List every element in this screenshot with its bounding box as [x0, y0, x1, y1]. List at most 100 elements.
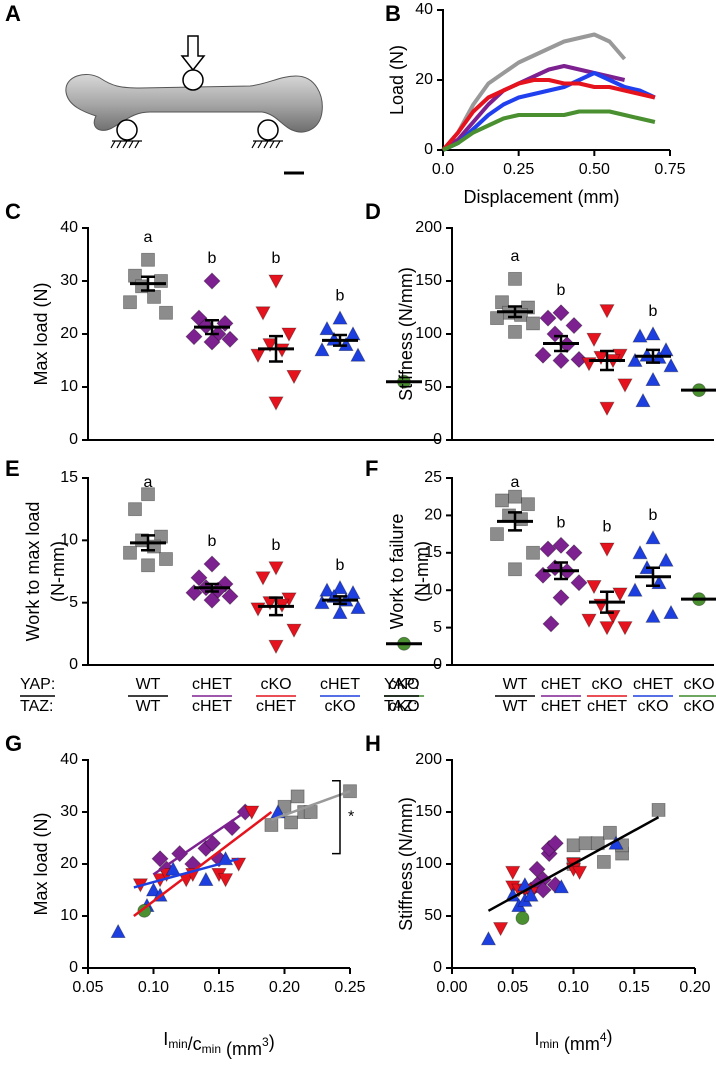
data-point	[290, 789, 305, 804]
data-point	[663, 604, 679, 620]
error-bar	[141, 534, 155, 552]
data-point	[128, 502, 142, 517]
x-axis-label-part: I	[163, 1029, 168, 1049]
error-bar	[205, 582, 219, 593]
genotype-label: cKO	[388, 676, 419, 693]
y-tick-label: 40	[415, 1, 433, 18]
genotype-label: cHET	[192, 698, 232, 715]
x-tick-label: 0.10	[558, 979, 589, 996]
significance-letter: b	[336, 557, 345, 574]
y-tick-label: 25	[424, 469, 442, 486]
genotype-label: cKO	[260, 676, 291, 693]
y-tick-label: 0	[433, 431, 442, 448]
data-point	[250, 348, 266, 364]
y-axis-label: Max load (N)	[31, 282, 51, 385]
y-tick-label: 0	[69, 959, 78, 976]
x-tick-label: 0.50	[579, 161, 610, 178]
y-tick-label: 50	[424, 907, 442, 924]
data-point	[338, 336, 354, 352]
data-point	[230, 857, 247, 872]
y-tick-label: 0	[424, 141, 433, 158]
x-axis-label-part: )	[269, 1032, 275, 1052]
genotype-label: cKO	[683, 698, 714, 715]
data-point	[645, 529, 661, 545]
data-point	[645, 326, 661, 341]
genotype-label: cHET	[192, 676, 232, 693]
data-point	[596, 855, 611, 869]
data-point	[141, 558, 155, 573]
data-point	[521, 497, 535, 512]
x-tick-label: 0.10	[138, 979, 169, 996]
x-axis-label: Displacement (mm)	[463, 187, 619, 207]
data-point	[617, 378, 633, 393]
data-point	[586, 332, 602, 348]
data-point	[570, 350, 588, 369]
data-point	[632, 544, 648, 560]
significance-letter: b	[336, 287, 345, 304]
data-point	[505, 865, 521, 881]
data-point	[492, 922, 509, 937]
error-bar	[269, 596, 283, 617]
data-point	[546, 325, 564, 343]
x-tick-label: 0.05	[72, 979, 103, 996]
data-point	[284, 815, 298, 830]
data-point	[332, 310, 348, 325]
significance-letter: b	[208, 250, 217, 267]
data-point	[154, 274, 168, 288]
x-tick-label: 0.05	[497, 979, 528, 996]
load-roller	[182, 69, 204, 91]
regression-line	[152, 810, 246, 876]
error-bar	[554, 561, 568, 581]
data-point	[171, 845, 189, 863]
data-point	[571, 865, 588, 881]
data-point	[221, 587, 239, 605]
genotype-label: WT	[503, 676, 528, 693]
data-point	[314, 342, 330, 357]
data-line	[441, 32, 627, 152]
panel-letter: A	[5, 1, 21, 26]
data-point	[565, 316, 583, 335]
data-point	[217, 873, 234, 888]
y-tick-label: 0	[69, 431, 78, 448]
panel-a: A	[5, 1, 323, 175]
data-point	[141, 487, 155, 502]
x-axis-label: Imin/cmin (mm3)	[163, 1029, 274, 1059]
genotype-row-label: YAP:	[20, 676, 55, 693]
x-tick-label: 0.15	[203, 979, 234, 996]
data-line	[441, 78, 656, 152]
data-point	[286, 369, 302, 385]
support-roller	[116, 119, 138, 141]
y-tick-label: 200	[415, 751, 442, 768]
regression-line	[133, 857, 239, 889]
error-bar	[141, 275, 155, 292]
data-point	[332, 604, 348, 620]
x-tick-label: 0.20	[269, 979, 300, 996]
data-point	[319, 582, 335, 597]
data-point	[651, 803, 666, 817]
data-point	[274, 343, 290, 358]
support-roller	[257, 119, 279, 141]
x-tick-label: 0.20	[679, 979, 710, 996]
data-point	[586, 580, 602, 595]
data-point	[190, 569, 208, 587]
y-tick-label: 5	[69, 594, 78, 611]
y-axis-label: (N-mm)	[48, 541, 68, 602]
x-axis-label-part: )	[607, 1027, 613, 1047]
significance-mark: *	[348, 808, 354, 825]
significance-letter: a	[144, 474, 153, 491]
data-point	[145, 882, 162, 897]
x-tick-label: 0.25	[503, 161, 534, 178]
x-tick-label: 0.25	[334, 979, 365, 996]
data-point	[203, 333, 221, 351]
error-bar	[554, 334, 568, 353]
error-bar	[333, 595, 347, 606]
data-point	[663, 357, 679, 373]
data-point	[599, 401, 615, 417]
data-point	[508, 271, 522, 286]
data-point	[185, 328, 203, 346]
genotype-label: cHET	[320, 676, 360, 693]
significance-letter: b	[557, 515, 566, 532]
data-point	[578, 836, 593, 851]
genotype-label: cKO	[324, 698, 355, 715]
